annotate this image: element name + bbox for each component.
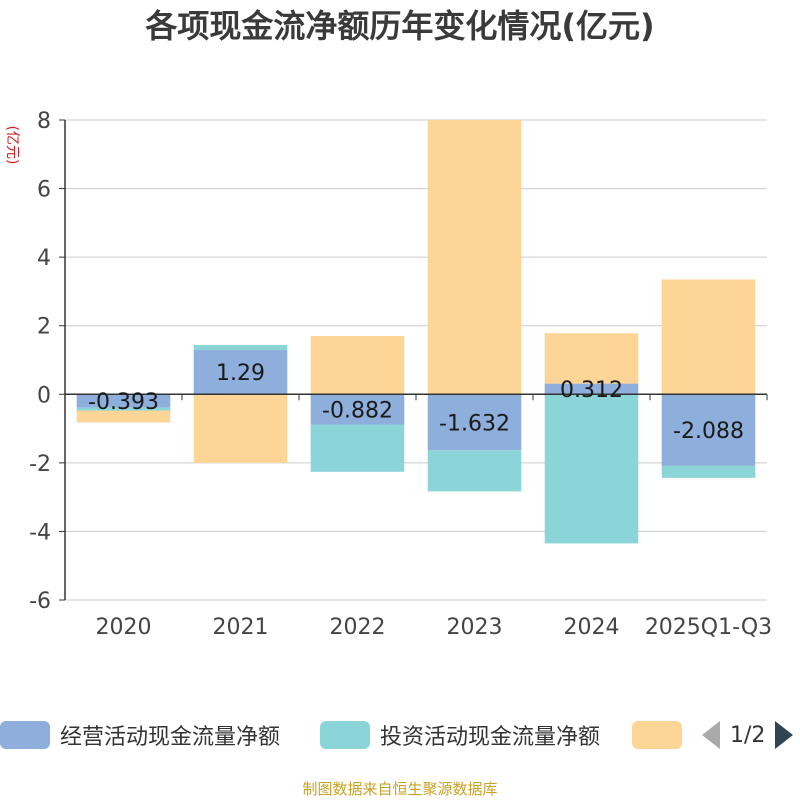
legend-next-arrow-icon[interactable] bbox=[775, 721, 794, 749]
bar-3-2020 bbox=[76, 410, 171, 423]
bars-group bbox=[76, 120, 756, 544]
bar-3-2023 bbox=[427, 120, 522, 395]
legend-prev-arrow-icon[interactable] bbox=[702, 721, 720, 749]
legend-swatch-operating bbox=[0, 721, 50, 749]
value-labels: -0.393 1.29 -0.882 -1.632 0.312 -2.088 bbox=[88, 361, 744, 444]
x-tick-label: 2025Q1-Q3 bbox=[645, 615, 772, 640]
x-tick-label: 2023 bbox=[447, 615, 503, 640]
legend-swatch-investing bbox=[320, 721, 370, 749]
bar-3-2024 bbox=[544, 333, 639, 384]
chart-plot: 8 6 4 2 0 -2 -4 -6 2020 2021 2022 2023 2024 2025Q1-Q… bbox=[4, 109, 773, 640]
axes-group bbox=[59, 119, 768, 601]
y-tick-label: -4 bbox=[29, 520, 51, 545]
value-label: 1.29 bbox=[216, 361, 265, 386]
x-tick-label: 2021 bbox=[213, 615, 269, 640]
grid-lines bbox=[65, 119, 767, 601]
x-tick-label: 2022 bbox=[330, 615, 386, 640]
legend-label-operating: 经营活动现金流量净额 bbox=[60, 725, 281, 750]
y-tick-label: 2 bbox=[37, 315, 51, 340]
legend-item-investing[interactable]: 投资活动现金流量净额 bbox=[320, 715, 600, 755]
bar-1-2022 bbox=[310, 394, 405, 425]
bar-1-2023 bbox=[427, 394, 522, 451]
bar-2-2020 bbox=[76, 407, 171, 411]
legend: 经营活动现金流量净额 投资活动现金流量净额 1/2 bbox=[0, 715, 800, 755]
chart-title: 各项现金流净额历年变化情况(亿元) bbox=[145, 7, 655, 45]
value-label: -2.088 bbox=[673, 419, 744, 444]
bar-3-2021 bbox=[193, 394, 288, 463]
y-axis-unit: (亿元) bbox=[4, 126, 20, 165]
legend-swatch-financing bbox=[632, 721, 682, 749]
value-label: -1.632 bbox=[439, 411, 510, 436]
bar-2-2023 bbox=[427, 450, 522, 492]
y-tick-label: -2 bbox=[29, 452, 51, 477]
data-source-note: 制图数据来自恒生聚源数据库 bbox=[302, 780, 498, 798]
legend-page-indicator: 1/2 bbox=[730, 722, 766, 748]
bar-2-2025Q1-Q3 bbox=[661, 465, 756, 478]
x-tick-label: 2020 bbox=[96, 615, 152, 640]
bar-2-2024 bbox=[544, 394, 639, 544]
legend-label-investing: 投资活动现金流量净额 bbox=[380, 725, 601, 750]
y-tick-label: 8 bbox=[37, 109, 51, 134]
bar-2-2021 bbox=[193, 344, 288, 351]
legend-item-financing[interactable] bbox=[632, 715, 692, 755]
legend-item-operating[interactable]: 经营活动现金流量净额 bbox=[0, 715, 280, 755]
legend-pager: 1/2 bbox=[702, 715, 794, 755]
bar-1-2020 bbox=[76, 394, 171, 408]
bar-1-2024 bbox=[544, 383, 639, 395]
y-tick-label: 4 bbox=[37, 246, 51, 271]
bar-2-2022 bbox=[310, 424, 405, 472]
x-tick-label: 2024 bbox=[564, 615, 620, 640]
value-label: -0.882 bbox=[322, 398, 393, 423]
y-tick-label: 0 bbox=[37, 383, 51, 408]
bar-1-2021 bbox=[193, 350, 288, 395]
value-label: -0.393 bbox=[88, 390, 159, 415]
value-label: 0.312 bbox=[560, 378, 623, 403]
bar-1-2025Q1-Q3 bbox=[661, 394, 756, 466]
x-tick-labels: 2020 2021 2022 2023 2024 2025Q1-Q3 bbox=[96, 615, 773, 640]
y-tick-labels: 8 6 4 2 0 -2 -4 -6 bbox=[29, 109, 51, 614]
y-tick-label: -6 bbox=[29, 589, 51, 614]
bar-3-2022 bbox=[310, 336, 405, 395]
y-tick-label: 6 bbox=[37, 178, 51, 203]
bar-3-2025Q1-Q3 bbox=[661, 279, 756, 395]
